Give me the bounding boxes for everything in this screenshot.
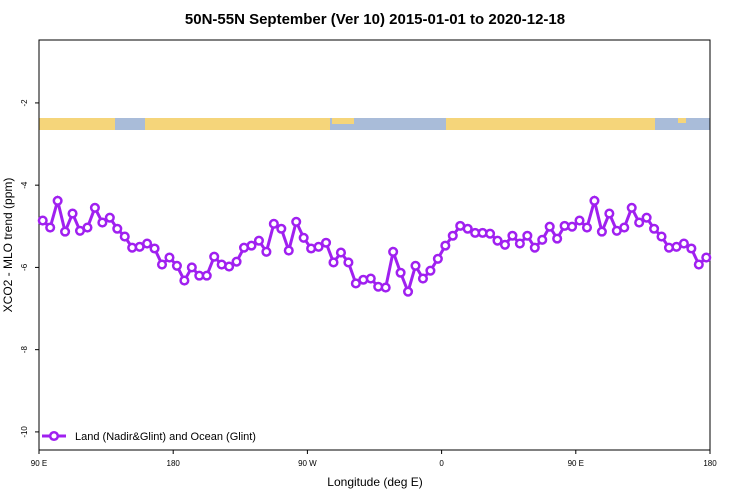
legend-label: Land (Nadir&Glint) and Ocean (Glint) [75,431,256,443]
y-tick-label: -8 [20,346,29,354]
data-point [276,223,287,234]
data-point [574,215,585,226]
data-point [641,212,652,223]
data-point [492,235,503,246]
data-point [179,275,190,286]
data-point [164,252,175,263]
data-point [201,270,212,281]
data-point [283,245,294,256]
data-point [350,278,361,289]
x-tick-label: 0 [439,459,444,468]
data-point [544,221,555,232]
data-point [97,217,108,228]
chart-title: 50N-55N September (Ver 10) 2015-01-01 to… [185,11,565,28]
data-point [410,260,421,271]
data-point [60,226,71,237]
data-point [268,218,279,229]
data-point [462,223,473,234]
data-point [171,260,182,271]
data-point [425,265,436,276]
data-point [417,273,429,284]
data-point [701,252,712,263]
data-point [365,273,376,284]
data-point [388,246,399,257]
data-point [596,226,607,237]
x-axis-label: Longitude (deg E) [327,475,422,489]
data-point [507,230,518,241]
data-point [224,261,235,272]
data-point [432,253,443,264]
data-point [82,222,93,233]
y-tick-label: -6 [20,263,29,271]
data-point [67,208,78,219]
data-point [186,262,197,273]
data-point [499,239,511,250]
data-point [156,259,168,270]
data-point [343,257,354,268]
x-tick-label: 90 E [31,459,47,468]
data-point [529,242,540,253]
data-point [45,222,56,233]
data-point [112,223,123,234]
data-point [693,259,704,270]
data-point [37,215,48,226]
data-point [567,221,578,232]
data-point [335,247,347,258]
data-point [231,256,242,267]
data-point [89,202,100,213]
data-point [514,238,525,249]
data-point [581,222,593,233]
data-point [395,267,406,278]
y-tick-label: -2 [20,99,29,107]
data-point [626,202,637,213]
data-point [604,208,615,219]
y-axis-label: XCO2 - MLO trend (ppm) [1,178,15,313]
data-point [246,240,257,251]
data-point [52,195,63,206]
data-point [142,238,153,249]
plot-frame [38,39,711,451]
data-point [656,231,667,242]
x-tick-label: 180 [167,459,181,468]
data-point [634,217,645,228]
data-point [686,243,697,254]
data-point [313,241,324,252]
x-tick-label: 90 W [298,459,317,468]
legend: Land (Nadir&Glint) and Ocean (Glint) [42,431,256,443]
data-point [149,243,160,254]
data-point [291,216,302,227]
data-point [253,235,264,246]
data-point [678,238,689,249]
x-tick-label: 180 [703,459,717,468]
y-tick-label: -10 [20,426,29,438]
x-tick-label: 90 E [568,459,584,468]
data-point [537,234,548,245]
y-tick-label: -4 [20,181,29,189]
data-point [619,222,630,233]
data-point [552,233,563,244]
data-point [440,240,451,251]
data-point [104,212,115,223]
data-point [485,228,496,239]
data-point [649,223,660,234]
data-point [380,282,391,293]
data-point [119,231,130,242]
data-point [522,230,533,241]
data-point [328,257,339,268]
data-point [447,230,458,241]
land-ocean-strip [39,118,710,130]
data-point [209,251,220,262]
data-point [320,237,332,248]
data-point [589,195,600,206]
data-point [403,286,414,297]
data-point [298,232,309,243]
data-point [261,246,272,257]
legend-marker [48,430,60,442]
